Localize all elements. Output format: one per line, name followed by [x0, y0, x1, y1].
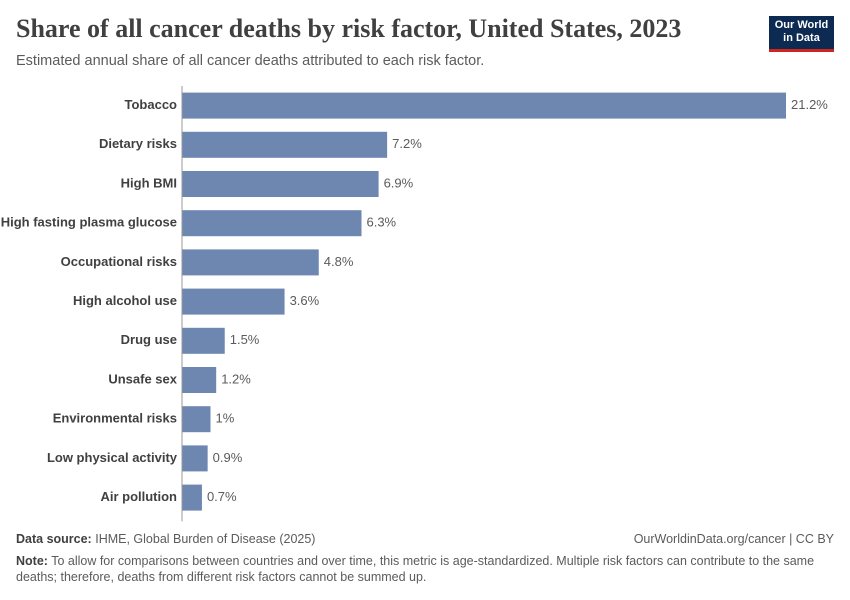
y-tick-label: High BMI [121, 175, 177, 190]
logo[interactable]: Our World in Data [769, 16, 834, 52]
data-label: 6.3% [366, 215, 396, 230]
chart-title: Share of all cancer deaths by risk facto… [16, 14, 682, 43]
y-tick-label: Drug use [121, 332, 177, 347]
data-label: 21.2% [791, 97, 828, 112]
bar [182, 406, 211, 433]
y-tick-label: Tobacco [125, 97, 178, 112]
y-tick-label: Low physical activity [47, 450, 178, 465]
data-label: 4.8% [324, 254, 354, 269]
data-label: 0.9% [213, 450, 243, 465]
bar [182, 484, 202, 511]
chart-subtitle: Estimated annual share of all cancer dea… [16, 53, 485, 69]
source: Data source: IHME, Global Burden of Dise… [16, 532, 315, 546]
bar [182, 288, 285, 315]
bar [182, 327, 225, 354]
bar [182, 171, 379, 197]
bar [182, 92, 786, 119]
note: Note: To allow for comparisons between c… [16, 553, 831, 585]
bar [182, 131, 388, 158]
bar [182, 445, 208, 472]
y-tick-label: Dietary risks [99, 136, 177, 151]
credit[interactable]: OurWorldinData.org/cancer | CC BY [633, 532, 834, 546]
bar [182, 249, 319, 276]
data-label: 0.7% [207, 489, 237, 504]
data-label: 3.6% [290, 293, 320, 308]
data-label: 1% [215, 411, 234, 426]
note-label: Note: [16, 554, 48, 568]
y-tick-label: High fasting plasma glucose [1, 215, 177, 230]
data-label: 1.2% [221, 371, 251, 386]
logo-text: Our World [774, 19, 829, 31]
bar [182, 210, 362, 237]
data-label: 1.5% [230, 332, 260, 347]
y-tick-label: Environmental risks [53, 411, 177, 426]
source-text: IHME, Global Burden of Disease (2025) [95, 532, 316, 546]
y-tick-label: Unsafe sex [108, 371, 177, 386]
logo-text: in Data [783, 32, 820, 44]
bar [182, 367, 217, 393]
y-tick-label: High alcohol use [73, 293, 177, 308]
y-tick-label: Air pollution [100, 489, 177, 504]
y-tick-label: Occupational risks [61, 254, 177, 269]
note-text: To allow for comparisons between countri… [16, 554, 815, 584]
source-label: Data source: [16, 532, 92, 546]
data-label: 7.2% [392, 136, 422, 151]
data-label: 6.9% [384, 175, 414, 190]
